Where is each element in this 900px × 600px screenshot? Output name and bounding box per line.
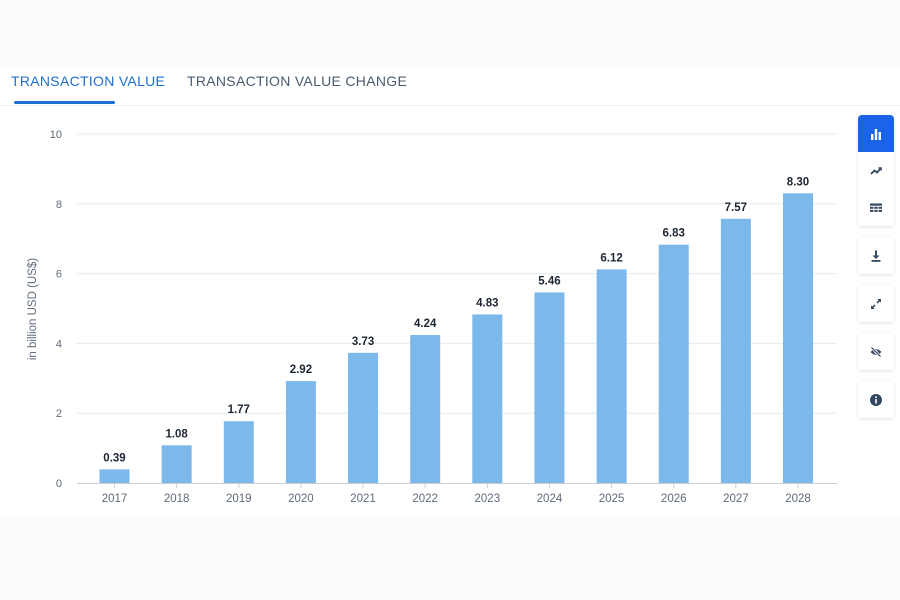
data-label: 4.83: [476, 297, 498, 309]
data-label: 8.30: [787, 176, 809, 188]
bar: [410, 335, 441, 483]
y-tick-label: 6: [56, 269, 62, 281]
data-label: 3.73: [352, 336, 374, 348]
hide-button[interactable]: [858, 333, 894, 370]
x-tick-label: 2025: [599, 493, 625, 505]
hide-icon: [870, 346, 882, 357]
data-label: 5.46: [538, 275, 560, 287]
x-tick-label: 2023: [475, 493, 501, 505]
download-group: [858, 237, 894, 274]
fullscreen-icon: [870, 298, 882, 309]
info-group: [858, 381, 894, 418]
bar: [472, 314, 503, 483]
x-tick-label: 2021: [350, 493, 376, 505]
bar-chart-icon: [871, 128, 881, 140]
x-tick-label: 2017: [102, 493, 128, 505]
table-view-button[interactable]: [858, 189, 894, 226]
line-chart-button[interactable]: [858, 152, 894, 189]
x-tick-label: 2027: [723, 493, 749, 505]
y-tick-label: 4: [56, 338, 62, 350]
data-label: 4.24: [414, 318, 437, 330]
download-icon: [871, 250, 881, 262]
bar: [348, 352, 379, 483]
x-tick-label: 2026: [661, 493, 687, 505]
data-label: 1.77: [228, 404, 250, 416]
bar: [534, 292, 565, 483]
data-label: 6.83: [663, 228, 685, 240]
y-tick-label: 0: [56, 478, 62, 490]
y-axis-label: in billion USD (US$): [27, 258, 39, 360]
tab-bar: TRANSACTION VALUE TRANSACTION VALUE CHAN…: [0, 68, 900, 106]
y-tick-label: 8: [56, 199, 62, 211]
data-label: 6.12: [600, 252, 622, 264]
tab-transaction-value-change[interactable]: TRANSACTION VALUE CHANGE: [187, 73, 408, 89]
data-label: 7.57: [725, 202, 747, 214]
bar: [720, 218, 751, 483]
info-icon: [870, 393, 882, 406]
active-tab-indicator: [14, 101, 115, 104]
data-label: 2.92: [290, 364, 312, 376]
y-tick-label: 2: [56, 408, 62, 420]
bar: [658, 244, 689, 483]
fullscreen-group: [858, 285, 894, 322]
bar: [161, 445, 192, 483]
bar: [223, 421, 254, 483]
hide-group: [858, 333, 894, 370]
bar: [285, 381, 316, 483]
download-button[interactable]: [858, 237, 894, 274]
info-button[interactable]: [858, 381, 894, 418]
x-tick-label: 2019: [226, 493, 252, 505]
line-chart-icon: [870, 166, 882, 175]
x-tick-label: 2018: [164, 493, 190, 505]
bar: [99, 469, 130, 483]
bar: [783, 193, 813, 483]
x-tick-label: 2022: [412, 493, 438, 505]
bar-chart-button[interactable]: [858, 115, 894, 152]
data-label: 1.08: [165, 428, 188, 440]
data-label: 0.39: [103, 452, 125, 464]
y-tick-label: 10: [50, 129, 62, 141]
chart-type-group: [858, 115, 894, 226]
x-tick-label: 2028: [785, 493, 811, 505]
bar: [596, 269, 627, 483]
fullscreen-button[interactable]: [858, 285, 894, 322]
x-tick-label: 2020: [288, 493, 314, 505]
table-icon: [870, 203, 882, 212]
tab-transaction-value[interactable]: TRANSACTION VALUE: [11, 73, 166, 89]
x-tick-label: 2024: [537, 493, 563, 505]
